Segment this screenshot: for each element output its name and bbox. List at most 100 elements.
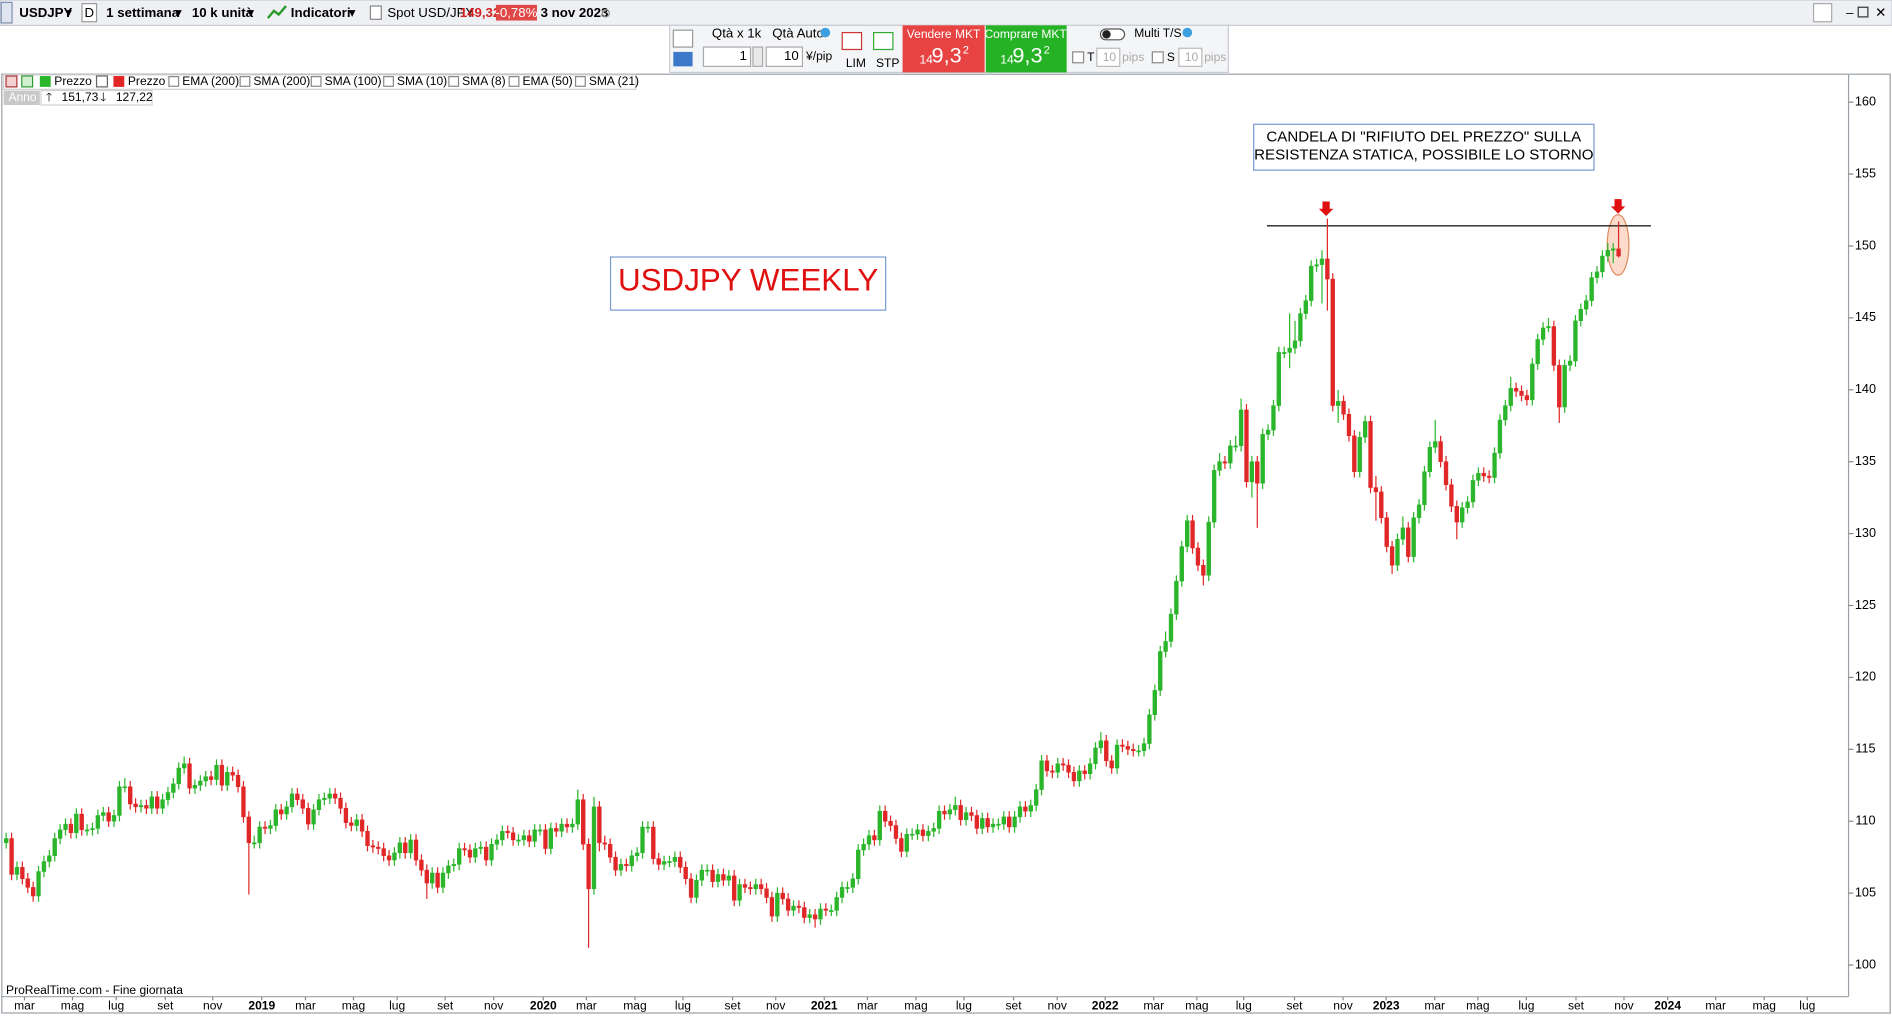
candle-body [4,838,9,844]
qty-input[interactable] [702,46,752,67]
toolbar-icon[interactable] [0,1,13,24]
legend-checkbox[interactable] [239,76,251,87]
candle-body [138,805,144,808]
restore[interactable] [1857,6,1869,18]
keyboard-icon[interactable] [673,51,693,67]
candle-body [171,783,176,793]
candle-body [1136,750,1141,753]
candle-body [510,832,516,841]
legend-icon[interactable] [5,75,18,88]
candle-body [527,835,532,842]
legend-item[interactable]: SMA (200) [253,74,310,88]
candle-body [1158,651,1163,691]
candle-body [1276,352,1282,406]
qty-auto[interactable]: Qtà Auto [772,25,824,40]
candle-body [322,797,327,800]
x-tick-label: mar [1143,999,1164,1013]
candle-body [1438,441,1443,462]
minimize[interactable]: – [1846,5,1854,20]
legend-item[interactable]: SMA (10) [397,74,447,88]
x-tick-label: set [1568,999,1585,1013]
pip-input[interactable] [765,46,804,67]
callout-line: CANDELA DI "RIFIUTO DEL PREZZO" SULLA [1266,129,1582,146]
legend-item[interactable]: EMA (200) [182,74,239,88]
t-input[interactable] [1096,47,1121,67]
candle-body [1206,521,1211,576]
d-button[interactable] [81,3,98,23]
candle-body [1540,327,1546,340]
candle-body [165,792,171,800]
close[interactable]: ✕ [1875,5,1886,20]
candle-body [1557,365,1562,408]
candle-body [780,892,785,900]
legend-icon[interactable] [21,75,34,88]
candle-body [516,839,521,842]
y-tick-label: 110 [1855,814,1875,828]
indicators[interactable]: Indicatori [291,5,351,20]
s-input[interactable] [1178,47,1203,67]
lim-icon[interactable] [841,31,863,51]
candle-body [1255,461,1260,484]
candle-body [661,861,667,865]
candle-body [667,861,672,863]
lim[interactable]: LIM [846,56,866,70]
candle-body [262,826,268,829]
legend-item[interactable]: Prezzo [54,74,92,88]
dropdown-arrow[interactable]: ▾ [349,5,356,20]
timeframe[interactable]: 1 settimana [106,5,180,20]
candle-body [1465,501,1470,508]
candle-body [726,875,731,881]
legend-item[interactable]: SMA (100) [325,74,382,88]
link-icon[interactable] [752,46,764,67]
buy-button[interactable] [985,25,1067,73]
units[interactable]: 10 k unità [192,5,254,20]
legend-checkbox[interactable] [574,76,586,87]
stp[interactable]: STP [876,56,899,70]
t-checkbox[interactable] [1072,51,1085,64]
candle-body [456,848,462,865]
candle-body [1330,278,1335,406]
legend-checkbox[interactable] [508,76,520,87]
candle-body [160,799,165,809]
candle-body [1454,506,1459,523]
legend-checkbox[interactable] [168,76,180,87]
candle-body [1508,388,1513,406]
legend-item[interactable]: EMA (50) [522,74,572,88]
dropdown-arrow[interactable]: ▾ [247,5,254,20]
legend-item[interactable]: SMA (8) [462,74,506,88]
candle-body [1087,763,1093,775]
date: 3 nov 2023 [541,5,609,20]
candle-body [1389,546,1395,566]
legend-checkbox[interactable] [310,76,322,87]
dropdown-arrow[interactable]: ▾ [65,5,72,20]
settings-icon[interactable] [672,29,694,48]
legend-item[interactable]: SMA (21) [589,74,639,88]
sell-button[interactable] [902,25,985,73]
refresh-icon[interactable] [1812,3,1833,23]
stp-icon[interactable] [872,31,894,51]
sell-price-pip: 2 [963,45,969,57]
legend-checkbox[interactable] [383,76,394,87]
legend-item[interactable]: Prezzo [128,74,166,88]
symbol[interactable]: USDJPY [19,5,72,20]
s-checkbox[interactable] [1151,51,1164,64]
candle-body [467,849,473,858]
legend-icon[interactable] [95,75,108,88]
candle-body [1524,395,1530,401]
candle-body [1260,434,1265,484]
candle-body [872,835,877,841]
candle-body [909,833,915,836]
candle-body [839,887,845,898]
candle-body [101,812,106,816]
indicators-icon[interactable] [266,5,287,19]
candle-body [1470,480,1476,503]
legend-checkbox[interactable] [448,76,460,87]
info-icon[interactable] [369,5,382,20]
candle-body [947,809,953,815]
candle-body [850,878,856,888]
dropdown-arrow[interactable]: ▾ [175,5,182,20]
candle-body [1503,405,1508,421]
candle-body [807,914,812,918]
candle-body [1007,816,1012,828]
candle-body [791,905,796,911]
